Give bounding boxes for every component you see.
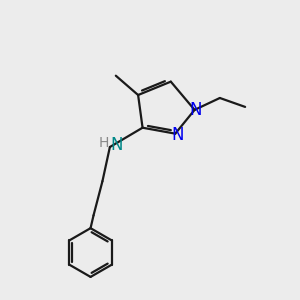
Text: N: N: [190, 101, 202, 119]
Text: H: H: [98, 136, 109, 151]
Text: N: N: [171, 126, 184, 144]
Text: N: N: [110, 136, 123, 154]
